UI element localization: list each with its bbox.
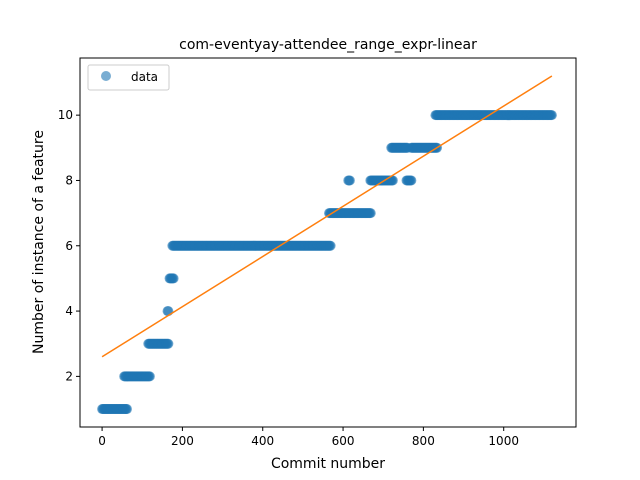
- y-axis-label: Number of instance of a feature: [31, 130, 47, 354]
- x-tick-label: 200: [171, 434, 194, 448]
- x-axis-ticks: 0 200 400 600 800 1000: [98, 427, 519, 448]
- fit-line-layer: [101, 75, 553, 358]
- data-point: [168, 273, 179, 284]
- y-tick-label: 6: [65, 239, 73, 253]
- data-point: [163, 338, 174, 349]
- x-tick-label: 600: [332, 434, 355, 448]
- legend-label: data: [131, 70, 158, 84]
- y-tick-label: 10: [58, 108, 73, 122]
- x-tick-label: 400: [251, 434, 274, 448]
- data-points: [97, 110, 557, 415]
- data-point: [325, 240, 336, 251]
- y-axis-ticks: 2 4 6 8 10: [58, 108, 80, 383]
- x-tick-label: 1000: [488, 434, 519, 448]
- data-point: [406, 175, 417, 186]
- data-point: [365, 208, 376, 219]
- x-tick-label: 0: [98, 434, 106, 448]
- y-tick-label: 4: [65, 304, 73, 318]
- data-point: [144, 371, 155, 382]
- data-point: [344, 175, 355, 186]
- legend-marker: [101, 71, 111, 81]
- data-point: [387, 175, 398, 186]
- data-point: [546, 110, 557, 121]
- data-point: [121, 404, 132, 415]
- fit-line: [101, 75, 553, 358]
- plot-area: [97, 75, 557, 415]
- y-tick-label: 8: [65, 173, 73, 187]
- y-tick-label: 2: [65, 369, 73, 383]
- x-tick-label: 800: [412, 434, 435, 448]
- plot-frame: [79, 57, 577, 428]
- x-axis-label: Commit number: [271, 456, 385, 472]
- legend: data: [87, 64, 170, 91]
- chart-title: com-eventyay-attendee_range_expr-linear: [179, 37, 477, 53]
- legend-box: [87, 64, 170, 91]
